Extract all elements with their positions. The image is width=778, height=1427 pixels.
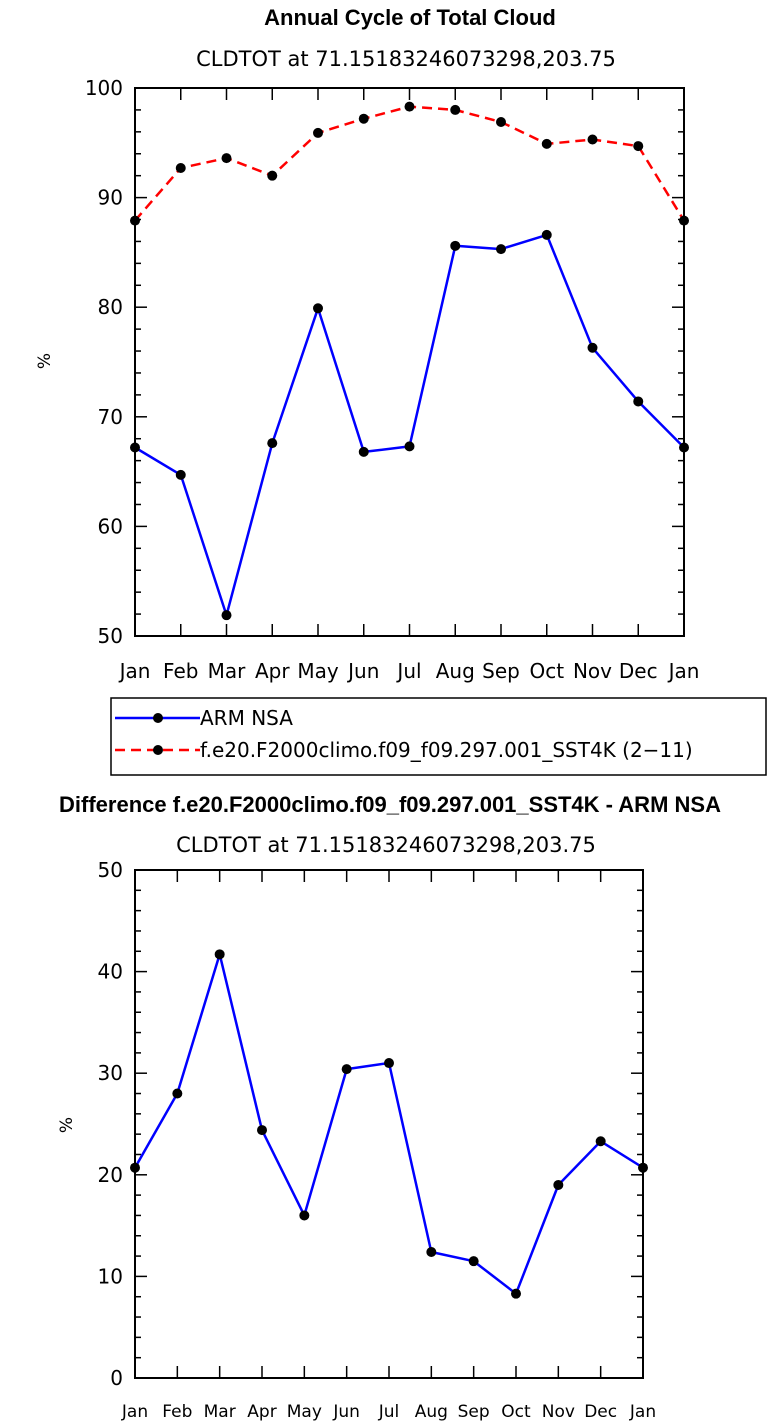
legend-marker-arm-nsa [153, 713, 163, 723]
chart2-xtick-label: Jan [121, 1402, 148, 1422]
chart2-plot-frame [134, 869, 644, 1379]
chart1-series-1-point [633, 141, 644, 152]
chart2-xtick-label: Jun [332, 1402, 360, 1422]
chart2-xtick-label: Oct [501, 1402, 531, 1422]
chart1-series-1-point [267, 170, 278, 181]
chart1-series-0-point [541, 229, 552, 240]
chart1-ytick-label: 70 [98, 405, 123, 429]
chart2-ytick-label: 20 [98, 1163, 123, 1187]
chart1-ytick-label: 60 [98, 514, 123, 538]
chart2-xtick-label: Jan [629, 1402, 656, 1422]
chart1-series-0-point [313, 303, 323, 314]
chart1-plot-frame [134, 87, 685, 637]
chart1-xtick-label: Mar [208, 659, 247, 683]
chart1-series-1-point [679, 215, 689, 226]
chart2-ytick-label: 40 [98, 960, 123, 984]
difference-chart: Difference f.e20.F2000climo.f09_f09.297.… [57, 792, 721, 1422]
chart1-series-1-point [175, 163, 186, 174]
chart1-xtick-label: Jan [667, 659, 700, 683]
chart2-series-0-point [384, 1058, 394, 1069]
chart1-xtick-label: Sep [482, 659, 520, 683]
chart2-xtick-label: Sep [458, 1402, 490, 1422]
chart1-subtitle: CLDTOT at 71.15183246073298,203.75 [196, 47, 616, 71]
chart1-series-1-point [541, 138, 552, 149]
chart1-xtick-label: Dec [619, 659, 658, 683]
chart2-series-0-point [299, 1210, 310, 1221]
chart1-ytick-label: 100 [85, 76, 123, 100]
chart1-legend: ARM NSA f.e20.F2000climo.f09_f09.297.001… [110, 697, 767, 776]
chart1-series-0-point [496, 244, 506, 255]
chart2-xtick-label: Mar [204, 1402, 236, 1422]
legend-box [110, 697, 767, 776]
annual-cycle-chart: Annual Cycle of Total Cloud CLDTOT at 71… [35, 5, 699, 683]
chart2-series-0-point [130, 1162, 140, 1173]
chart1-xtick-label: Nov [573, 659, 612, 683]
chart1-series-0-point [221, 610, 232, 621]
chart1-ytick-label: 80 [98, 295, 123, 319]
chart1-series-0-point [404, 441, 415, 452]
chart2-series-0-point [468, 1256, 479, 1267]
chart2-ylabel: % [57, 1117, 77, 1133]
chart1-series-1-point [313, 127, 323, 138]
chart2-series-0-point [426, 1247, 437, 1258]
chart1-title: Annual Cycle of Total Cloud [264, 5, 556, 30]
chart2-series-0-point [341, 1064, 352, 1075]
chart2-xtick-label: Nov [542, 1402, 575, 1422]
chart2-series-0-point [595, 1136, 606, 1147]
chart1-series-0-point [450, 240, 461, 251]
chart1-xtick-label: Feb [163, 659, 198, 683]
chart1-series-0-point [175, 469, 186, 480]
chart1-ylabel: % [35, 353, 55, 369]
chart1-ytick-label: 50 [98, 624, 123, 648]
chart1-series-1-point [130, 215, 140, 226]
legend-label-arm-nsa: ARM NSA [200, 706, 293, 730]
chart1-series-1-point [221, 153, 232, 164]
chart1-series-0-point [267, 438, 278, 449]
chart2-subtitle: CLDTOT at 71.15183246073298,203.75 [176, 833, 596, 857]
chart2-series-0-point [553, 1179, 564, 1190]
chart2-ytick-label: 0 [110, 1366, 123, 1390]
chart2-series-0-point [638, 1162, 648, 1173]
chart2-series-line-0 [133, 953, 644, 1295]
chart1-series-0-point [587, 342, 598, 353]
chart1-series-1-point [358, 113, 369, 124]
chart1-xtick-label: Jun [346, 659, 379, 683]
chart2-title: Difference f.e20.F2000climo.f09_f09.297.… [59, 792, 721, 817]
chart1-xtick-label: Aug [436, 659, 475, 683]
chart1-xtick-label: May [297, 659, 339, 683]
chart1-xtick-label: Jul [395, 659, 421, 683]
chart1-xtick-label: Jan [118, 659, 151, 683]
chart2-xtick-label: Feb [162, 1402, 192, 1422]
legend-label-model: f.e20.F2000climo.f09_f09.297.001_SST4K (… [200, 738, 693, 762]
chart2-xtick-label: Apr [247, 1402, 276, 1422]
chart1-series-line-1 [134, 105, 686, 222]
chart2-xtick-label: Aug [415, 1402, 448, 1422]
chart2-ytick-label: 10 [98, 1264, 123, 1288]
chart2-xtick-label: Jul [378, 1402, 400, 1422]
chart2-xtick-label: Dec [584, 1402, 617, 1422]
chart1-series-0-point [633, 396, 644, 407]
chart2-ytick-label: 50 [98, 858, 123, 882]
chart1-series-0-point [679, 442, 689, 453]
chart2-series-0-point [257, 1125, 267, 1136]
chart1-series-1-point [404, 101, 415, 112]
chart1-ytick-label: 90 [98, 186, 123, 210]
chart2-series-0-point [511, 1288, 521, 1299]
chart1-xtick-label: Oct [529, 659, 564, 683]
chart1-series-1-point [450, 104, 461, 115]
chart1-series-1-point [587, 134, 598, 145]
chart2-series-0-point [172, 1088, 183, 1099]
chart1-series-1-point [496, 116, 506, 127]
chart2-ytick-label: 30 [98, 1061, 123, 1085]
chart2-xtick-label: May [287, 1402, 322, 1422]
chart1-series-line-0 [134, 233, 685, 617]
chart1-series-0-point [130, 442, 140, 453]
chart1-series-0-point [358, 446, 369, 457]
chart1-xtick-label: Apr [255, 659, 290, 683]
chart2-series-0-point [214, 949, 225, 960]
legend-marker-model [153, 745, 163, 755]
